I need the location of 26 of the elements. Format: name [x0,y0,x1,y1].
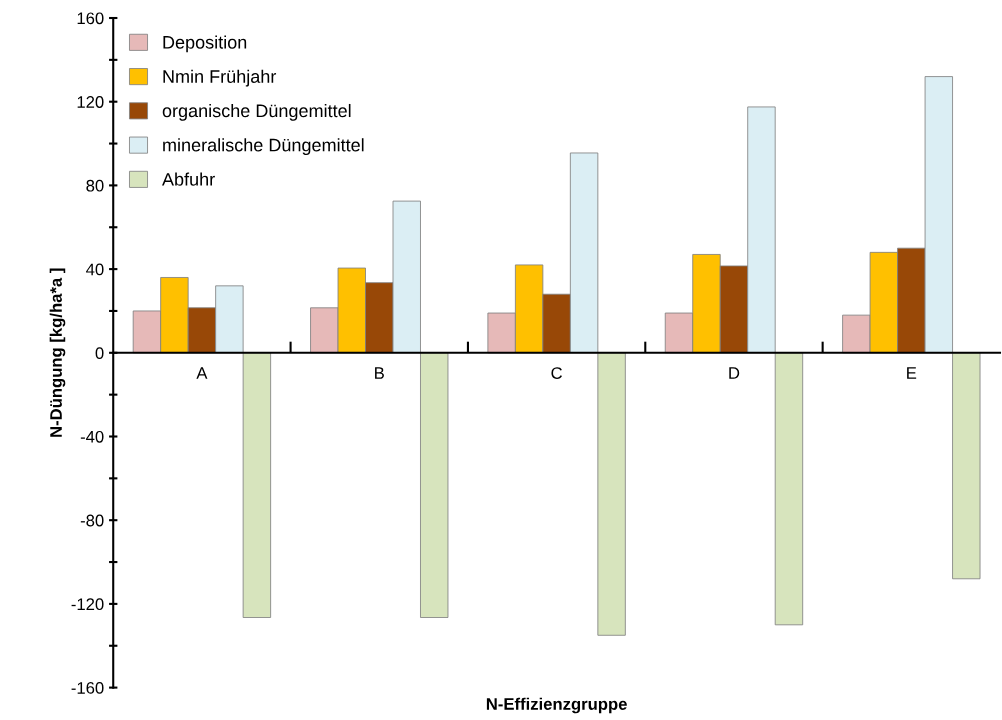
y-tick-label: 40 [86,263,104,276]
x-tick-label: A [196,367,208,379]
y-tick-label: -120 [71,598,104,611]
y-tick-label: -160 [71,682,104,694]
y-tick-label: -80 [80,514,104,527]
x-axis-title: N-Effizienzgruppe [486,697,627,714]
y-tick-label: 120 [77,96,104,108]
y-tick-label: 80 [86,179,104,192]
bar [242,352,272,618]
bar [597,352,626,636]
x-tick-label: C [551,367,562,379]
bar [774,352,804,626]
y-tick-label: 160 [77,12,104,25]
y-tick-label: 0 [95,347,104,359]
legend-label: Abfuhr [162,172,215,186]
y-axis-title: N-Düngung [kg/ha*a ] [49,268,66,437]
x-tick-label: B [375,367,384,379]
bar [420,352,449,618]
x-tick-label: D [729,367,740,379]
legend-label: Nmin Frühjahr [163,69,277,87]
bar [952,352,981,580]
legend-label: mineralische Düngemittel [163,138,364,156]
x-tick-label: E [907,367,917,379]
legend-label: Deposition [163,35,247,53]
y-tick-label: -40 [80,430,104,443]
legend-label: organische Düngemittel [162,103,351,121]
